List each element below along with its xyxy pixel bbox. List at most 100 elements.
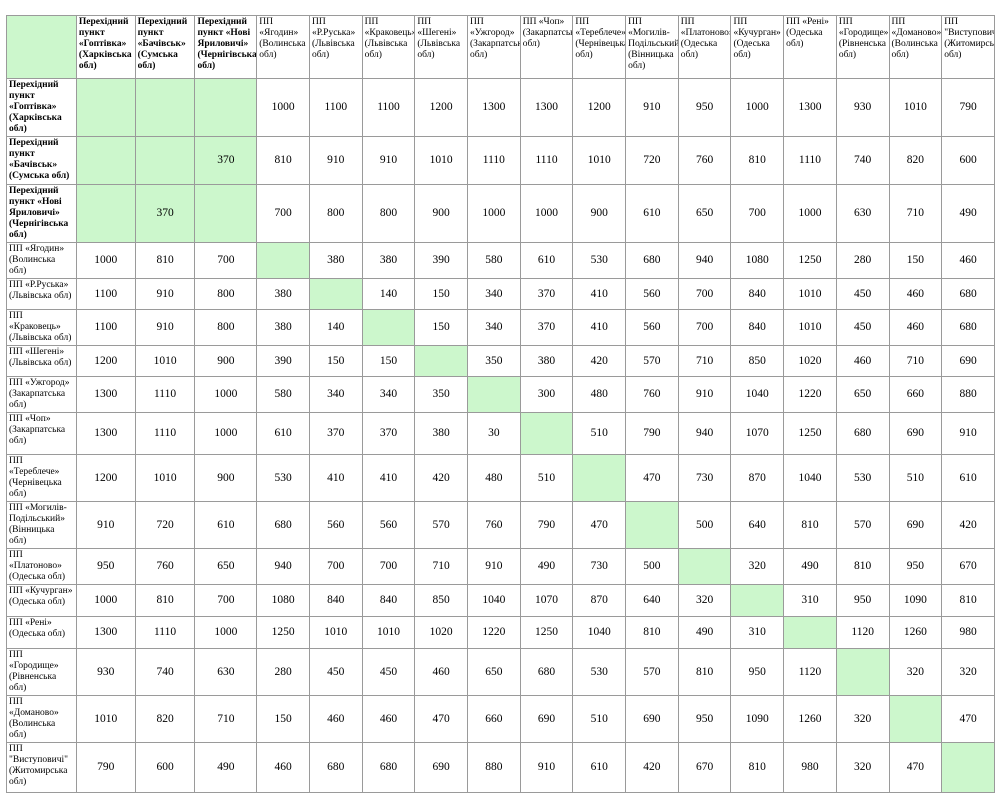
- distance-cell: 820: [134, 695, 196, 743]
- column-header: ПП «Платоново» (Одеська обл): [677, 15, 732, 79]
- distance-cell: 470: [572, 501, 627, 549]
- distance-cell: 800: [194, 309, 258, 346]
- distance-cell: 370: [134, 184, 196, 243]
- distance-cell: 1120: [783, 648, 837, 696]
- distance-cell: 980: [941, 616, 995, 649]
- distance-cell: 500: [625, 548, 679, 585]
- distance-cell: 320: [835, 742, 890, 793]
- column-header: ПП «Городище» (Рівненська обл): [835, 15, 890, 79]
- distance-cell: 680: [941, 278, 995, 310]
- row-label: ПП «Шегені» (Львівська обл): [6, 345, 77, 377]
- distance-cell: 450: [308, 648, 363, 696]
- distance-cell: 950: [677, 695, 732, 743]
- distance-cell: 560: [625, 309, 679, 346]
- distance-cell: 800: [308, 184, 363, 243]
- distance-cell: 140: [361, 278, 416, 310]
- distance-cell: 30: [467, 412, 521, 455]
- table-row: ПП «Тереблече» (Чернівецька обл) 1200 1010…: [6, 454, 995, 502]
- distance-cell: 1300: [75, 376, 136, 413]
- column-header: ПП «Ужгород» (Закарпатська обл): [467, 15, 521, 79]
- distance-cell: 950: [730, 648, 785, 696]
- distance-cell: 1020: [783, 345, 837, 377]
- distance-cell: 350: [467, 345, 521, 377]
- distance-cell: 910: [467, 548, 521, 585]
- distance-cell: 350: [414, 376, 469, 413]
- distance-cell: 610: [519, 242, 574, 279]
- distance-cell: [194, 184, 258, 243]
- distance-cell: 1010: [134, 345, 196, 377]
- distance-cell: 700: [677, 309, 732, 346]
- column-header: ПП «Ягодин» (Волинська обл): [256, 15, 310, 79]
- distance-cell: 410: [572, 309, 627, 346]
- distance-cell: 460: [414, 648, 469, 696]
- distance-cell: [625, 501, 679, 549]
- distance-cell: 470: [941, 695, 995, 743]
- distance-cell: 800: [194, 278, 258, 310]
- distance-cell: 490: [677, 616, 732, 649]
- distance-cell: 700: [308, 548, 363, 585]
- distance-cell: 490: [941, 184, 995, 243]
- distance-cell: 720: [625, 136, 679, 185]
- distance-cell: 1110: [783, 136, 837, 185]
- table-row: ПП "Виступовичі" (Житомирська обл) 790 600…: [6, 742, 995, 793]
- distance-cell: 510: [572, 695, 627, 743]
- distance-cell: 880: [467, 742, 521, 793]
- row-label: ПП «Р.Руська» (Львівська обл): [6, 278, 77, 310]
- table-row: ПП «Краковець» (Львівська обл) 1100 910 800…: [6, 309, 995, 346]
- distance-cell: 1120: [835, 616, 890, 649]
- table-row: ПП «Городище» (Рівненська обл) 930 740 630 2…: [6, 648, 995, 696]
- distance-cell: 1250: [256, 616, 310, 649]
- distance-cell: 420: [941, 501, 995, 549]
- distance-cell: 870: [730, 454, 785, 502]
- distance-cell: 730: [572, 548, 627, 585]
- distance-cell: [572, 454, 627, 502]
- distance-cell: 1110: [134, 376, 196, 413]
- distance-cell: 690: [414, 742, 469, 793]
- distance-cell: 570: [414, 501, 469, 549]
- distance-cell: 840: [730, 278, 785, 310]
- distance-cell: 910: [134, 309, 196, 346]
- distance-cell: 380: [519, 345, 574, 377]
- distance-cell: 380: [256, 278, 310, 310]
- distance-cell: 1010: [783, 309, 837, 346]
- distance-cell: 410: [308, 454, 363, 502]
- distance-cell: 950: [75, 548, 136, 585]
- row-label: ПП «Городище» (Рівненська обл): [6, 648, 77, 696]
- column-header: ПП «Шегені» (Львівська обл): [414, 15, 469, 79]
- distance-cell: 690: [519, 695, 574, 743]
- distance-cell: 700: [256, 184, 310, 243]
- distance-cell: 390: [256, 345, 310, 377]
- distance-cell: 480: [572, 376, 627, 413]
- distance-cell: 370: [308, 412, 363, 455]
- distance-cell: 610: [194, 501, 258, 549]
- distance-cell: 1080: [256, 584, 310, 617]
- row-label: ПП «Доманово» (Волинська обл): [6, 695, 77, 743]
- distance-cell: 640: [625, 584, 679, 617]
- distance-cell: 380: [308, 242, 363, 279]
- distance-cell: 1040: [783, 454, 837, 502]
- distance-cell: [730, 584, 785, 617]
- distance-cell: 370: [361, 412, 416, 455]
- distance-cell: 810: [941, 584, 995, 617]
- distance-cell: 900: [194, 345, 258, 377]
- distance-cell: 1200: [75, 345, 136, 377]
- distance-cell: 420: [572, 345, 627, 377]
- column-header: Перехідний пункт «Гоптівка» (Харківська …: [75, 15, 136, 79]
- distance-cell: 460: [941, 242, 995, 279]
- distance-cell: 600: [134, 742, 196, 793]
- distance-cell: 1100: [75, 309, 136, 346]
- distance-cell: 320: [730, 548, 785, 585]
- table-row: ПП «Р.Руська» (Львівська обл) 1100 910 800 3…: [6, 278, 995, 310]
- distance-cell: 1300: [783, 78, 837, 137]
- distance-cell: 680: [835, 412, 890, 455]
- column-header: ПП «Р.Руська» (Львівська обл): [308, 15, 363, 79]
- distance-cell: 340: [467, 309, 521, 346]
- distance-cell: 280: [256, 648, 310, 696]
- distance-cell: 1010: [888, 78, 943, 137]
- distance-cell: 150: [361, 345, 416, 377]
- distance-cell: 1200: [572, 78, 627, 137]
- distance-cell: 900: [414, 184, 469, 243]
- distance-cell: 900: [572, 184, 627, 243]
- distance-cell: 1010: [361, 616, 416, 649]
- distance-cell: 660: [467, 695, 521, 743]
